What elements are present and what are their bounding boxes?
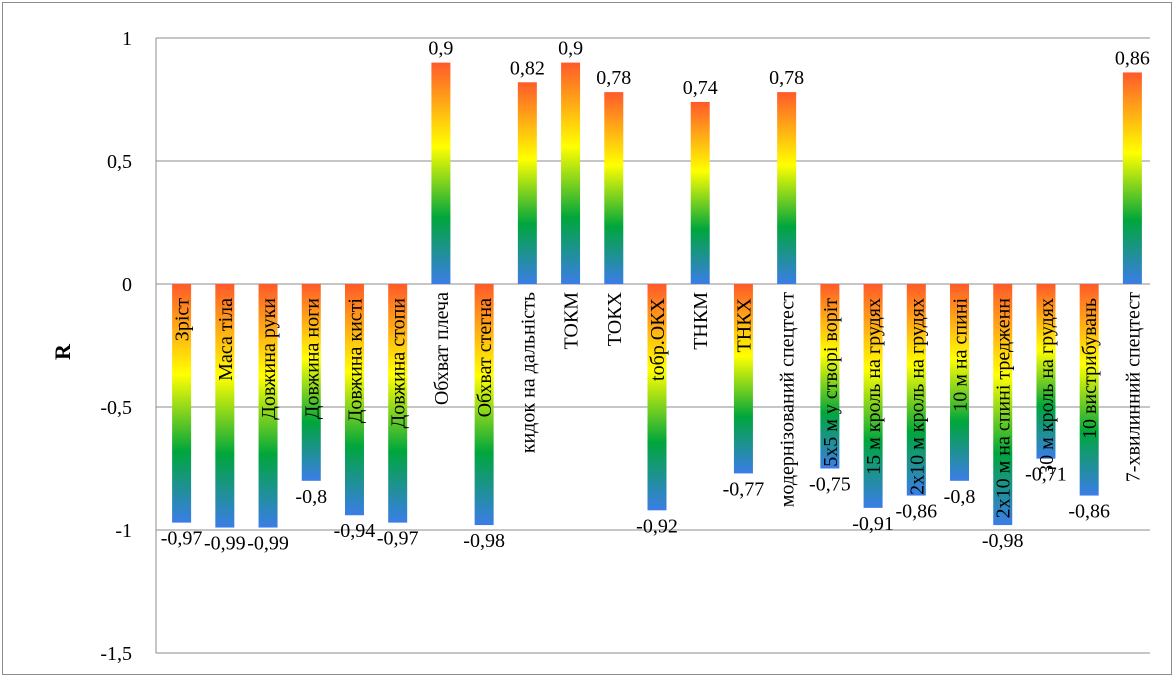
bar <box>690 101 710 285</box>
category-label: Довжина стопи <box>388 298 410 429</box>
data-label: 0,78 <box>596 67 631 89</box>
bar <box>604 92 624 285</box>
y-tick-label: 0,5 <box>107 151 132 173</box>
bar <box>647 284 667 511</box>
bar <box>993 284 1013 526</box>
data-label: 0,9 <box>558 38 583 60</box>
data-label: 0,9 <box>428 38 453 60</box>
category-label: 7-хвилинний спецтест <box>1122 292 1144 482</box>
bar <box>215 284 235 528</box>
category-label: 2х10 м на спині тредженн <box>993 298 1015 519</box>
gridlines <box>155 37 1150 654</box>
category-label: Довжина руки <box>258 298 280 420</box>
bar <box>172 284 192 523</box>
category-label: 30 м кроль на грудях <box>1036 298 1058 475</box>
category-label: 10 м на спині <box>950 298 972 412</box>
bar <box>474 284 494 526</box>
data-label: 0,78 <box>769 67 804 89</box>
data-label: 0,82 <box>510 57 545 79</box>
data-label: -0,99 <box>247 533 289 555</box>
category-label: 15 м кроль на грудях <box>863 298 885 475</box>
bar <box>1036 284 1056 459</box>
bar <box>388 284 408 523</box>
category-label: кидок на дальність <box>517 292 539 453</box>
bar <box>733 284 753 474</box>
data-label: -0,77 <box>723 478 765 500</box>
bar <box>777 92 797 285</box>
y-tick-labels: 1 0,5 0 -0,5 -1 -1,5 <box>100 28 132 665</box>
y-tick-label: -1 <box>115 520 132 542</box>
data-label: -0,97 <box>377 528 419 550</box>
category-label: Зріст <box>172 298 194 341</box>
category-label: ТНКХ <box>733 297 755 352</box>
bar <box>1122 72 1142 284</box>
bar <box>561 62 581 284</box>
y-tick-label: -1,5 <box>100 643 132 665</box>
category-label: Обхват плеча <box>431 292 453 405</box>
category-label: ТНКМ <box>690 292 712 350</box>
bar <box>950 284 970 481</box>
bar <box>906 284 926 496</box>
bar <box>431 62 451 284</box>
category-label: Маса тіла <box>215 298 237 381</box>
data-label: -0,86 <box>1068 501 1110 523</box>
bar <box>1079 284 1099 496</box>
data-label: -0,97 <box>161 528 203 550</box>
data-label: -0,98 <box>982 530 1024 552</box>
category-label: ТОКМ <box>561 292 583 350</box>
y-tick-label: 0 <box>122 274 132 296</box>
data-label: -0,92 <box>636 515 678 537</box>
category-label: tобр.ОКХ <box>647 297 669 381</box>
category-label: 2х10 м кроль на грудях <box>906 298 928 495</box>
category-label: 10 вистрибувань <box>1079 298 1101 439</box>
data-label: -0,86 <box>895 501 937 523</box>
category-label: Довжина кисті <box>344 298 366 424</box>
data-label: -0,8 <box>295 486 327 508</box>
bar <box>820 284 840 469</box>
data-label: -0,94 <box>334 520 376 542</box>
category-label: 5х5 м у створі воріт <box>820 298 842 467</box>
category-label: Обхват стегна <box>474 298 496 418</box>
y-tick-label: 1 <box>122 28 132 50</box>
data-label: 0,86 <box>1115 47 1150 69</box>
category-label: ТОКХ <box>604 291 626 346</box>
data-label: -0,99 <box>204 533 246 555</box>
y-tick-label: -0,5 <box>100 397 132 419</box>
category-label: Довжина ноги <box>301 298 323 420</box>
bar <box>301 284 321 481</box>
y-axis-title: R <box>50 343 75 360</box>
bar <box>344 284 364 516</box>
data-label: -0,75 <box>809 474 851 496</box>
data-label: -0,8 <box>944 486 976 508</box>
bars <box>172 62 1142 528</box>
bar <box>863 284 883 508</box>
data-label: -0,71 <box>1025 464 1067 486</box>
data-labels: -0,97 -0,99 -0,99-0,8-0,94 -0,970,9-0,980,8… <box>161 38 1150 555</box>
category-labels: Зріст Маса тіла Довжина руки Довжина ноги До… <box>172 291 1145 518</box>
data-label: -0,98 <box>463 530 505 552</box>
category-label: модернізований спецтест <box>777 292 799 507</box>
bar <box>258 284 278 528</box>
data-label: -0,91 <box>852 513 894 535</box>
data-label: 0,74 <box>683 77 718 99</box>
bar <box>517 82 537 284</box>
